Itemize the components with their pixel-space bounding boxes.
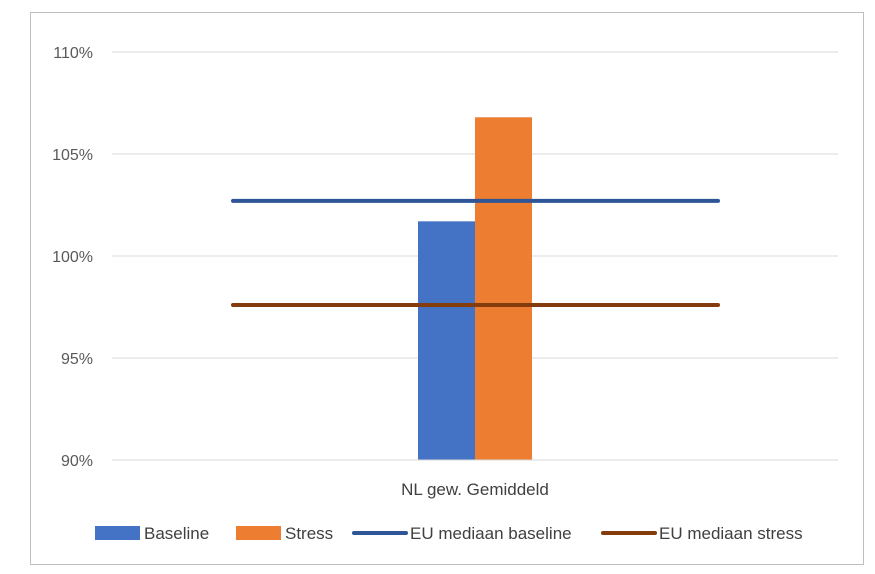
legend-swatch-baseline: [95, 526, 140, 540]
bar-stress: [475, 117, 532, 460]
y-tick-label: 95%: [61, 351, 93, 368]
bars: [418, 117, 532, 460]
y-tick-label: 105%: [52, 147, 93, 164]
legend-label-stress: Stress: [285, 524, 333, 543]
x-category-label: NL gew. Gemiddeld: [401, 480, 549, 499]
legend-label-baseline: Baseline: [144, 524, 209, 543]
y-axis: 90% 95% 100% 105% 110%: [52, 45, 93, 470]
legend-label-eu-mediaan-baseline: EU mediaan baseline: [410, 524, 572, 543]
y-tick-label: 110%: [53, 45, 93, 62]
reference-lines: [231, 198, 720, 307]
legend-swatch-stress: [236, 526, 281, 540]
legend: Baseline Stress EU mediaan baseline EU medi…: [95, 524, 803, 543]
y-tick-label: 90%: [61, 453, 93, 470]
legend-label-eu-mediaan-stress: EU mediaan stress: [659, 524, 803, 543]
x-axis: NL gew. Gemiddeld: [112, 459, 838, 499]
y-tick-label: 100%: [52, 249, 93, 266]
bar-baseline: [418, 221, 475, 460]
